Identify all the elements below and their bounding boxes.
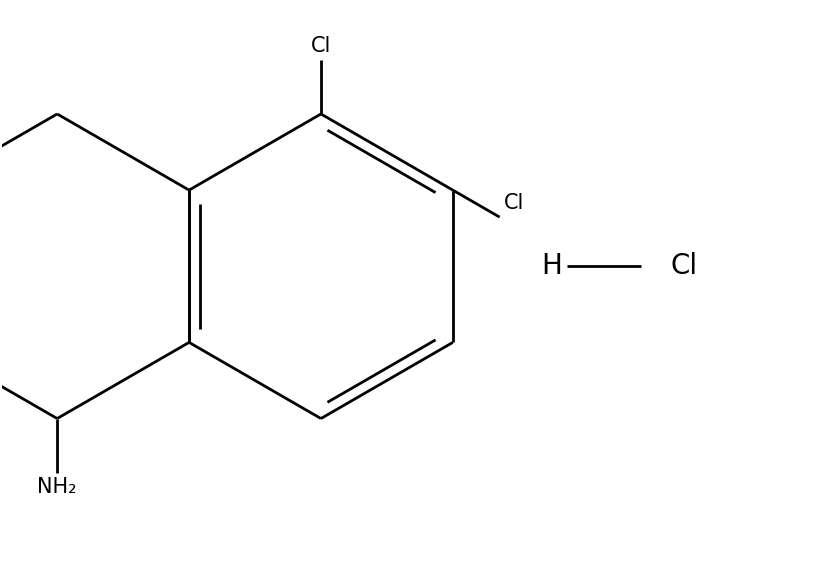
Text: H: H xyxy=(541,252,562,280)
Text: Cl: Cl xyxy=(504,193,524,213)
Text: NH₂: NH₂ xyxy=(38,476,77,496)
Text: Cl: Cl xyxy=(671,252,697,280)
Text: Cl: Cl xyxy=(311,36,331,56)
